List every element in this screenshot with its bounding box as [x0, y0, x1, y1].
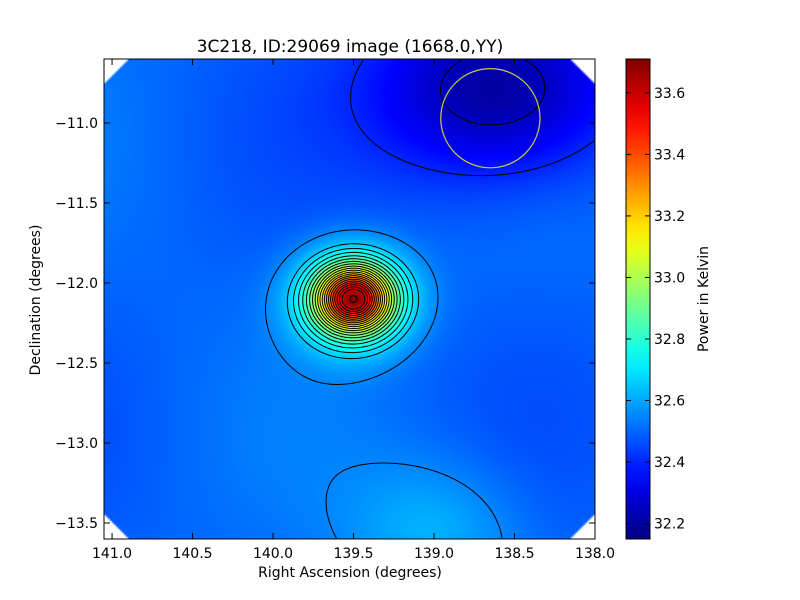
chart-title: 3C218, ID:29069 image (1668.0,YY): [197, 37, 504, 57]
colorbar-tick-label: 32.4: [654, 455, 685, 471]
x-axis-label: Right Ascension (degrees): [258, 565, 442, 581]
contour-lines: [265, 59, 595, 539]
contour-level-18: [332, 280, 375, 318]
contour-level-10: [314, 265, 393, 334]
colorbar-label: Power in Kelvin: [696, 246, 712, 352]
y-tick-label: −12.0: [55, 276, 98, 292]
y-tick-label: −11.0: [55, 116, 98, 132]
contour-level-8: [309, 260, 398, 339]
contour-level-4: [293, 248, 414, 354]
y-tick-label: −11.5: [55, 196, 98, 212]
contour-level-12: [319, 269, 388, 330]
y-tick-label: −12.5: [55, 356, 98, 372]
contour-level-9: [312, 263, 395, 336]
contour-level-13: [321, 271, 386, 328]
x-tick-label: 140.0: [253, 546, 293, 562]
contour-level-11: [317, 267, 390, 332]
contour-level-15: [326, 275, 381, 324]
contour-level-14: [323, 273, 383, 326]
x-tick-label: 139.5: [333, 546, 373, 562]
contour-level-6: [302, 255, 405, 345]
y-tick-label: −13.0: [55, 436, 98, 452]
x-axis-ticks: 141.0 140.5 140.0 139.5 139.0 138.5 138.0: [92, 59, 615, 562]
y-axis-label: Declination (degrees): [28, 225, 44, 376]
contour-level-21: [338, 286, 368, 312]
contour-level-7: [305, 258, 401, 342]
contour-level-1: [350, 59, 595, 177]
colorbar-tick-label: 32.8: [654, 332, 685, 348]
colorbar-tick-label: 32.2: [654, 517, 685, 533]
contour-level-20: [336, 284, 371, 314]
x-tick-label: 141.0: [92, 546, 132, 562]
contour-level-19: [334, 282, 373, 316]
colorbar-frame: [625, 58, 651, 540]
contour-level-0: [440, 59, 546, 126]
colorbar-tick-label: 33.4: [654, 147, 685, 163]
x-tick-label: 140.5: [172, 546, 212, 562]
colorbar: 32.2 32.4 32.6 32.8 33.0 33.2 33.4 33.6 Power i…: [625, 58, 712, 540]
contour-level-2: [265, 229, 503, 539]
colorbar-tick-label: 33.0: [654, 270, 685, 286]
contour-level-5: [298, 251, 409, 349]
plot-frame: [103, 58, 596, 540]
x-tick-label: 139.0: [414, 546, 454, 562]
contour-level-22: [341, 288, 366, 310]
colorbar-tick-label: 32.6: [654, 394, 685, 410]
beam-circle: [440, 67, 541, 169]
colorbar-ticks: 32.2 32.4 32.6 32.8 33.0 33.2 33.4 33.6: [626, 86, 685, 533]
peak-marker: [349, 295, 358, 303]
x-tick-label: 138.0: [575, 546, 615, 562]
y-tick-label: −13.5: [55, 516, 98, 532]
x-tick-label: 138.5: [494, 546, 534, 562]
heatmap-plot: [104, 59, 595, 539]
heatmap-image: [104, 59, 595, 539]
colorbar-tick-label: 33.6: [654, 86, 685, 102]
contour-level-16: [328, 277, 379, 322]
contour-level-17: [330, 278, 377, 320]
colorbar-tick-label: 33.2: [654, 209, 685, 225]
contour-level-3: [286, 243, 420, 360]
colorbar-gradient: [626, 59, 650, 539]
y-axis-ticks: −11.0 −11.5 −12.0 −12.5 −13.0 −13.5: [55, 116, 595, 532]
